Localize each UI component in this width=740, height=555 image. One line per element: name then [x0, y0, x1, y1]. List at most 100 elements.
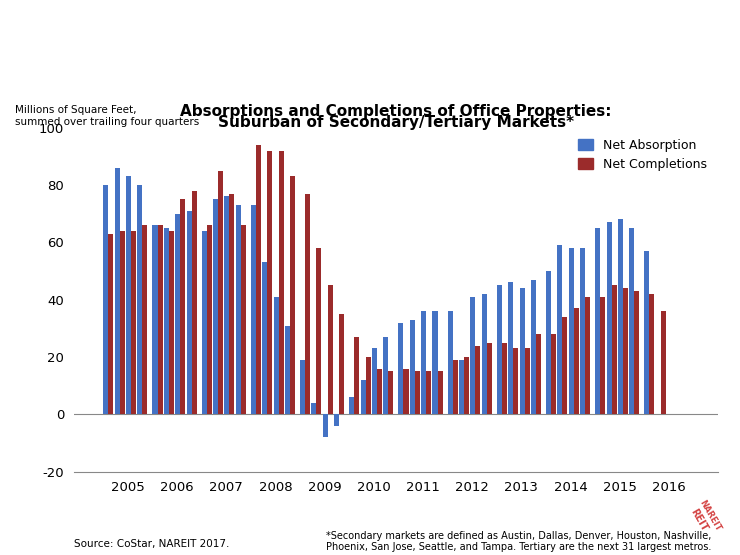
Bar — [531, 280, 536, 415]
Bar — [618, 219, 623, 415]
Bar — [437, 371, 443, 415]
Bar — [629, 228, 634, 415]
Bar — [623, 288, 628, 415]
Bar — [372, 349, 377, 415]
Bar — [152, 225, 158, 415]
Legend: Net Absorption, Net Completions: Net Absorption, Net Completions — [573, 134, 712, 176]
Bar — [525, 349, 530, 415]
Text: Millions of Square Feet,
summed over trailing four quarters: Millions of Square Feet, summed over tra… — [15, 105, 199, 127]
Bar — [366, 357, 371, 415]
Bar — [120, 231, 125, 415]
Bar — [645, 251, 650, 415]
Bar — [514, 349, 518, 415]
Bar — [448, 311, 453, 415]
Bar — [360, 380, 366, 415]
Bar — [487, 342, 492, 415]
Text: Source: CoStar, NAREIT 2017.: Source: CoStar, NAREIT 2017. — [74, 539, 229, 549]
Bar — [213, 199, 218, 415]
Bar — [661, 311, 666, 415]
Bar — [334, 415, 339, 426]
Bar — [650, 294, 654, 415]
Bar — [251, 205, 256, 415]
Bar — [546, 271, 551, 415]
Bar — [158, 225, 163, 415]
Bar — [471, 297, 475, 415]
Bar — [459, 360, 464, 415]
Bar — [349, 397, 354, 415]
Bar — [339, 314, 344, 415]
Bar — [585, 297, 591, 415]
Bar — [464, 357, 469, 415]
Bar — [278, 150, 283, 415]
Bar — [569, 248, 574, 415]
Bar — [323, 415, 328, 437]
Bar — [317, 248, 321, 415]
Bar — [274, 297, 278, 415]
Bar — [475, 346, 480, 415]
Bar — [421, 311, 426, 415]
Text: NAREIT: NAREIT — [698, 498, 723, 533]
Text: REIT: REIT — [689, 507, 710, 533]
Bar — [508, 282, 514, 415]
Bar — [186, 211, 192, 415]
Text: Chart 2: Demand in Secondary/Tertiary markets has: Chart 2: Demand in Secondary/Tertiary ma… — [18, 17, 588, 36]
Bar — [634, 291, 639, 415]
Bar — [290, 176, 295, 415]
Bar — [388, 371, 394, 415]
Bar — [551, 334, 556, 415]
Bar — [611, 285, 616, 415]
Bar — [181, 199, 185, 415]
Bar — [206, 225, 212, 415]
Bar — [115, 168, 120, 415]
Bar — [312, 403, 317, 415]
Text: *Secondary markets are defined as Austin, Dallas, Denver, Houston, Nashville,
Ph: *Secondary markets are defined as Austin… — [326, 531, 711, 552]
Bar — [256, 145, 261, 415]
Bar — [126, 176, 131, 415]
Bar — [557, 245, 562, 415]
Bar — [236, 205, 240, 415]
Bar — [502, 342, 507, 415]
Bar — [536, 334, 541, 415]
Bar — [169, 231, 174, 415]
Bar — [138, 185, 142, 415]
Bar — [595, 228, 600, 415]
Bar — [240, 225, 246, 415]
Bar — [580, 248, 585, 415]
Bar — [164, 228, 169, 415]
Bar — [267, 150, 272, 415]
Bar — [354, 337, 360, 415]
Text: approached pre-crisis levels.: approached pre-crisis levels. — [18, 58, 336, 78]
Bar — [202, 231, 206, 415]
Bar — [305, 194, 310, 415]
Bar — [398, 322, 403, 415]
Bar — [131, 231, 136, 415]
Bar — [218, 171, 223, 415]
Bar — [497, 285, 502, 415]
Text: Suburban of Secondary/Tertiary Markets*: Suburban of Secondary/Tertiary Markets* — [218, 115, 574, 130]
Bar — [453, 360, 458, 415]
Bar — [383, 337, 388, 415]
Bar — [519, 288, 525, 415]
Bar — [432, 311, 437, 415]
Bar — [328, 285, 333, 415]
Bar — [415, 371, 420, 415]
Bar — [192, 191, 197, 415]
Text: Absorptions and Completions of Office Properties:: Absorptions and Completions of Office Pr… — [180, 104, 612, 119]
Bar — [142, 225, 147, 415]
Bar — [562, 317, 568, 415]
Bar — [224, 196, 229, 415]
Bar — [410, 320, 415, 415]
Bar — [229, 194, 235, 415]
Bar — [403, 369, 408, 415]
Bar — [377, 369, 382, 415]
Bar — [262, 263, 267, 415]
Bar — [108, 234, 113, 415]
Bar — [175, 214, 181, 415]
Bar — [482, 294, 487, 415]
Bar — [285, 325, 290, 415]
Bar — [607, 223, 611, 415]
Bar — [104, 185, 108, 415]
Bar — [300, 360, 305, 415]
Bar — [426, 371, 431, 415]
Bar — [574, 309, 579, 415]
